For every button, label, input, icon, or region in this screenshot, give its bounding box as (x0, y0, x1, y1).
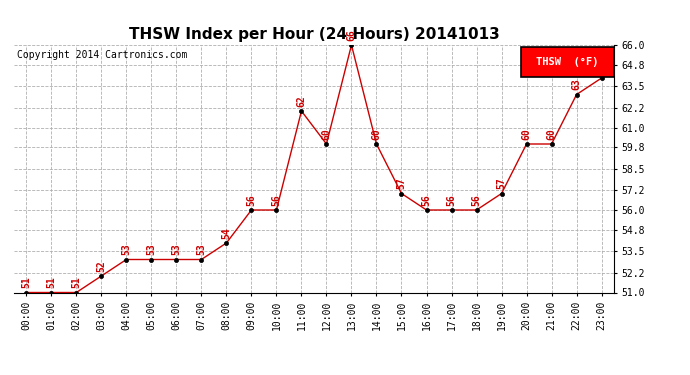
Text: 53: 53 (171, 244, 181, 255)
Text: 52: 52 (97, 260, 106, 272)
FancyBboxPatch shape (521, 48, 614, 77)
Text: 51: 51 (46, 277, 57, 288)
Text: 60: 60 (522, 128, 531, 140)
Text: 56: 56 (246, 194, 257, 206)
Text: 54: 54 (221, 227, 231, 239)
Text: 57: 57 (397, 178, 406, 189)
Text: 56: 56 (471, 194, 482, 206)
Text: 64: 64 (597, 62, 607, 74)
Text: 66: 66 (346, 29, 357, 41)
Text: 53: 53 (197, 244, 206, 255)
Text: Copyright 2014 Cartronics.com: Copyright 2014 Cartronics.com (17, 50, 187, 60)
Text: 56: 56 (422, 194, 431, 206)
Text: THSW  (°F): THSW (°F) (536, 57, 598, 68)
Text: 60: 60 (322, 128, 331, 140)
Text: 51: 51 (71, 277, 81, 288)
Text: 56: 56 (271, 194, 282, 206)
Text: 51: 51 (21, 277, 31, 288)
Text: 60: 60 (371, 128, 382, 140)
Text: 53: 53 (146, 244, 157, 255)
Title: THSW Index per Hour (24 Hours) 20141013: THSW Index per Hour (24 Hours) 20141013 (128, 27, 500, 42)
Text: 53: 53 (121, 244, 131, 255)
Text: 60: 60 (546, 128, 557, 140)
Text: 62: 62 (297, 95, 306, 107)
Text: 56: 56 (446, 194, 457, 206)
Text: 63: 63 (571, 79, 582, 90)
Text: 57: 57 (497, 178, 506, 189)
